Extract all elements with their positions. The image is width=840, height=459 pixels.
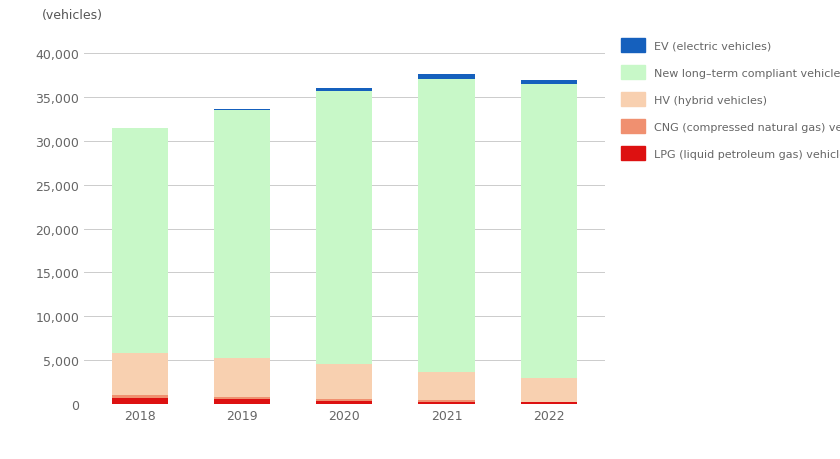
Bar: [214, 110, 270, 111]
Legend: EV (electric vehicles), New long–term compliant vehicles, HV (hybrid vehicles), : EV (electric vehicles), New long–term co…: [621, 39, 840, 161]
Bar: [521, 403, 577, 404]
Bar: [418, 372, 475, 400]
Bar: [112, 129, 168, 353]
Bar: [418, 400, 475, 402]
Bar: [317, 364, 372, 399]
Bar: [317, 89, 372, 92]
Bar: [521, 402, 577, 403]
Bar: [112, 353, 168, 395]
Bar: [112, 398, 168, 404]
Bar: [521, 80, 577, 85]
Text: (vehicles): (vehicles): [42, 9, 103, 22]
Bar: [214, 399, 270, 404]
Bar: [418, 75, 475, 79]
Bar: [214, 397, 270, 399]
Bar: [317, 401, 372, 404]
Bar: [317, 399, 372, 401]
Bar: [521, 85, 577, 378]
Bar: [317, 92, 372, 364]
Bar: [214, 111, 270, 358]
Bar: [214, 358, 270, 397]
Bar: [112, 395, 168, 398]
Bar: [418, 79, 475, 372]
Bar: [521, 378, 577, 402]
Bar: [418, 402, 475, 404]
